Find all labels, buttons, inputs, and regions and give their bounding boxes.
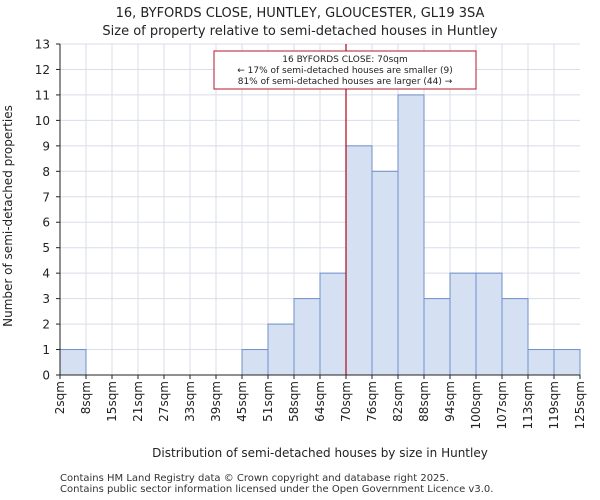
- x-tick-label: 125sqm: [573, 381, 587, 429]
- y-tick-label: 4: [42, 267, 50, 281]
- x-tick-label: 33sqm: [183, 381, 197, 422]
- y-tick-label: 5: [42, 241, 50, 255]
- bars: [59, 94, 581, 376]
- footer-line1: Contains HM Land Registry data © Crown c…: [60, 473, 449, 484]
- y-tick-label: 1: [42, 343, 50, 357]
- y-tick-label: 7: [42, 190, 50, 204]
- bar: [293, 298, 321, 376]
- x-tick-label: 58sqm: [287, 381, 301, 422]
- x-axis-label: Distribution of semi-detached houses by …: [152, 446, 488, 460]
- bar: [371, 170, 399, 376]
- y-tick-label: 10: [35, 114, 50, 128]
- annotation-line2: ← 17% of semi-detached houses are smalle…: [237, 66, 453, 76]
- footer-line2: Contains public sector information licen…: [60, 484, 494, 495]
- x-tick-labels: 2sqm 8sqm 15sqm 21sqm 27sqm 33sqm 39sqm 45sqm 51…: [53, 375, 587, 429]
- y-tick-label: 9: [42, 139, 50, 153]
- y-tick-label: 11: [35, 88, 50, 102]
- x-tick-label: 2sqm: [53, 381, 67, 414]
- x-tick-label: 113sqm: [521, 381, 535, 429]
- annotation-line1: 16 BYFORDS CLOSE: 70sqm: [282, 55, 408, 65]
- annotation: 16 BYFORDS CLOSE: 70sqm ← 17% of semi-de…: [213, 50, 477, 90]
- y-tick-label: 8: [42, 165, 50, 179]
- x-tick-label: 70sqm: [339, 381, 353, 422]
- y-tick-label: 12: [35, 63, 50, 77]
- x-tick-label: 8sqm: [79, 381, 93, 414]
- x-tick-label: 64sqm: [313, 381, 327, 422]
- x-tick-label: 27sqm: [157, 381, 171, 422]
- bar: [449, 272, 477, 376]
- y-tick-label: 3: [42, 292, 50, 306]
- y-tick-label: 6: [42, 216, 50, 230]
- y-tick-label: 0: [42, 369, 50, 383]
- x-tick-label: 76sqm: [365, 381, 379, 422]
- annotation-line3: 81% of semi-detached houses are larger (…: [238, 77, 453, 87]
- bar: [319, 272, 347, 376]
- bar: [423, 298, 451, 376]
- bar: [345, 145, 373, 376]
- x-tick-label: 94sqm: [443, 381, 457, 422]
- x-tick-label: 39sqm: [209, 381, 223, 422]
- bar: [501, 298, 529, 376]
- y-axis-label: Number of semi-detached properties: [1, 105, 15, 327]
- chart-title-line1: 16, BYFORDS CLOSE, HUNTLEY, GLOUCESTER, …: [116, 6, 485, 21]
- bar: [527, 349, 555, 376]
- x-tick-label: 51sqm: [261, 381, 275, 422]
- bar: [267, 323, 295, 376]
- annotation-box: [213, 50, 477, 90]
- x-tick-label: 82sqm: [391, 381, 405, 422]
- x-tick-label: 100sqm: [469, 381, 483, 429]
- y-tick-label: 13: [35, 38, 50, 52]
- bar: [553, 349, 581, 376]
- x-tick-label: 15sqm: [105, 381, 119, 422]
- bar: [475, 272, 503, 376]
- x-tick-label: 107sqm: [495, 381, 509, 429]
- bar: [241, 349, 269, 376]
- x-tick-label: 21sqm: [131, 381, 145, 422]
- bar: [59, 349, 87, 376]
- y-tick-label: 2: [42, 318, 50, 332]
- x-tick-label: 88sqm: [417, 381, 431, 422]
- x-tick-label: 45sqm: [235, 381, 249, 422]
- bar: [397, 94, 425, 376]
- x-tick-label: 119sqm: [547, 381, 561, 429]
- chart-title-line2: Size of property relative to semi-detach…: [102, 24, 497, 39]
